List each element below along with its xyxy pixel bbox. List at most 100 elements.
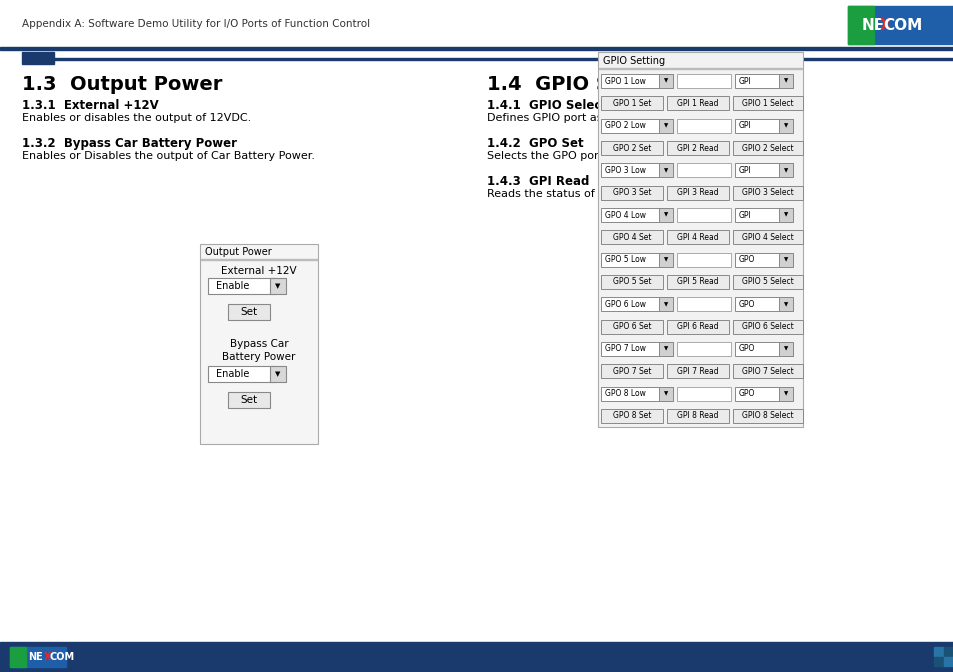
- Text: 1.4  GPIO Setting: 1.4 GPIO Setting: [486, 75, 676, 94]
- Text: Selects the GPO ports and makes the output low or high.: Selects the GPO ports and makes the outp…: [486, 151, 803, 161]
- Bar: [734, 342, 792, 356]
- Text: GPIO 1 Select: GPIO 1 Select: [741, 99, 793, 108]
- Text: GPIO 7 Select: GPIO 7 Select: [741, 367, 793, 376]
- Bar: [677, 386, 730, 401]
- Text: X: X: [44, 652, 51, 662]
- Text: GPIO 3 Select: GPIO 3 Select: [741, 188, 793, 197]
- Bar: [666, 97, 728, 110]
- Bar: [600, 208, 672, 222]
- Bar: [666, 275, 728, 289]
- Bar: [779, 163, 792, 177]
- Text: GPIO 4 Select: GPIO 4 Select: [741, 233, 793, 242]
- Bar: [779, 342, 792, 356]
- Bar: [933, 657, 942, 666]
- Text: Output Power: Output Power: [205, 247, 272, 257]
- Bar: [600, 230, 662, 245]
- Bar: [779, 74, 792, 88]
- Text: ▼: ▼: [663, 123, 667, 128]
- Text: GPI 4 Read: GPI 4 Read: [677, 233, 718, 242]
- Bar: [734, 297, 792, 311]
- Bar: [666, 141, 728, 155]
- Bar: [598, 52, 802, 427]
- Text: GPO 1 Low: GPO 1 Low: [604, 77, 645, 85]
- Text: ▼: ▼: [663, 302, 667, 307]
- Bar: [598, 68, 801, 69]
- Text: Enable: Enable: [215, 369, 249, 379]
- Text: Set: Set: [240, 307, 257, 317]
- Bar: [779, 119, 792, 133]
- Text: ▼: ▼: [783, 302, 787, 307]
- Text: Enables or disables the output of 12VDC.: Enables or disables the output of 12VDC.: [22, 113, 251, 123]
- Bar: [600, 386, 672, 401]
- Bar: [22, 52, 54, 64]
- Text: GPO 2 Low: GPO 2 Low: [604, 121, 645, 130]
- Text: ▼: ▼: [783, 212, 787, 218]
- Text: GPO 5 Low: GPO 5 Low: [604, 255, 645, 264]
- Bar: [732, 364, 802, 378]
- Text: GPIO 2 Select: GPIO 2 Select: [741, 144, 793, 153]
- Text: ▼: ▼: [663, 212, 667, 218]
- Text: GPO 2 Set: GPO 2 Set: [612, 144, 651, 153]
- Text: GPO: GPO: [739, 345, 755, 353]
- Bar: [666, 364, 728, 378]
- Text: GPO: GPO: [739, 389, 755, 398]
- Text: GPI: GPI: [739, 121, 751, 130]
- Text: GPI 1 Read: GPI 1 Read: [677, 99, 718, 108]
- Text: GPO 4 Set: GPO 4 Set: [612, 233, 651, 242]
- Text: ▼: ▼: [663, 391, 667, 396]
- Text: X: X: [880, 17, 891, 32]
- Bar: [847, 6, 873, 44]
- Text: GPI: GPI: [739, 77, 751, 85]
- Bar: [0, 0, 953, 47]
- Bar: [732, 320, 802, 333]
- Text: ▼: ▼: [663, 79, 667, 83]
- Text: GPI: GPI: [739, 166, 751, 175]
- Text: ▼: ▼: [783, 79, 787, 83]
- Bar: [677, 74, 730, 88]
- Text: ▼: ▼: [275, 371, 280, 377]
- Bar: [677, 208, 730, 222]
- Bar: [10, 647, 26, 667]
- Text: ▼: ▼: [663, 257, 667, 262]
- Text: GPO 3 Low: GPO 3 Low: [604, 166, 645, 175]
- Text: GPIO 6 Select: GPIO 6 Select: [741, 322, 793, 331]
- Text: GPO 6 Set: GPO 6 Set: [612, 322, 651, 331]
- Bar: [600, 119, 672, 133]
- Bar: [659, 163, 672, 177]
- Bar: [10, 647, 66, 667]
- Bar: [600, 185, 662, 200]
- Bar: [734, 74, 792, 88]
- Bar: [779, 208, 792, 222]
- Text: GPO 7 Set: GPO 7 Set: [612, 367, 651, 376]
- Bar: [0, 47, 953, 50]
- Text: 1.4.3  GPI Read: 1.4.3 GPI Read: [486, 175, 589, 188]
- Text: 1.4.2  GPO Set: 1.4.2 GPO Set: [486, 137, 583, 150]
- Bar: [270, 366, 286, 382]
- Text: GPIO Setting: GPIO Setting: [602, 56, 664, 66]
- Bar: [228, 392, 270, 408]
- Bar: [734, 119, 792, 133]
- Bar: [779, 297, 792, 311]
- Bar: [666, 185, 728, 200]
- Bar: [734, 386, 792, 401]
- Bar: [600, 163, 672, 177]
- Bar: [677, 163, 730, 177]
- Bar: [659, 253, 672, 267]
- Text: GPI 5 Read: GPI 5 Read: [677, 278, 718, 286]
- Text: GPO 6 Low: GPO 6 Low: [604, 300, 645, 308]
- Bar: [847, 6, 953, 44]
- Text: 1.3.2  Bypass Car Battery Power: 1.3.2 Bypass Car Battery Power: [22, 137, 236, 150]
- Text: GPO 8 Low: GPO 8 Low: [604, 389, 645, 398]
- Text: ▼: ▼: [783, 123, 787, 128]
- Text: GPO 4 Low: GPO 4 Low: [604, 210, 645, 220]
- Text: Defines GPIO port as GPO or GPI.: Defines GPIO port as GPO or GPI.: [486, 113, 670, 123]
- Text: GPO: GPO: [739, 300, 755, 308]
- Bar: [732, 185, 802, 200]
- Bar: [677, 119, 730, 133]
- Bar: [600, 364, 662, 378]
- Text: Bypass Car: Bypass Car: [230, 339, 288, 349]
- Text: NE: NE: [861, 17, 883, 32]
- Bar: [600, 141, 662, 155]
- Text: ▼: ▼: [783, 168, 787, 173]
- Bar: [659, 386, 672, 401]
